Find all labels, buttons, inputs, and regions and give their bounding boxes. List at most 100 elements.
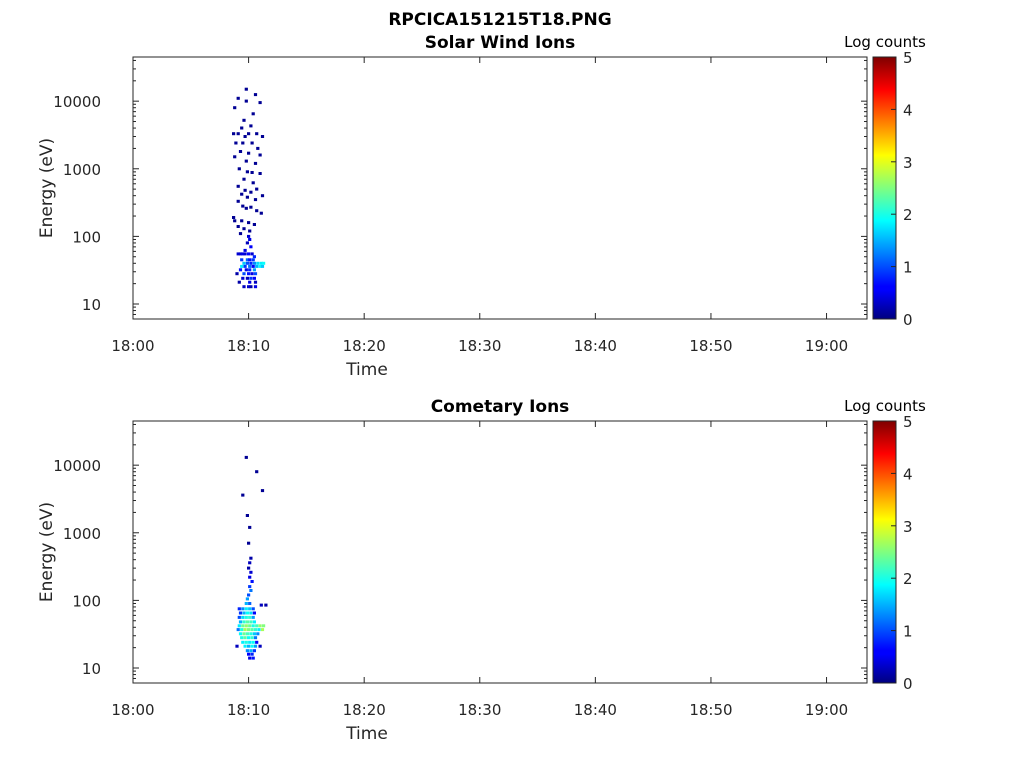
cometary-heatmap-cell [244,640,248,644]
solar-wind-heatmap-cell [238,150,243,153]
cometary-heatmap-cell [237,607,241,611]
solar-wind-heatmap-cell [248,268,252,272]
solar-wind-heatmap-cell [253,198,258,202]
solar-wind-heatmap-cell [250,252,254,256]
solar-wind-heatmap-cell [247,285,251,289]
solar-wind-heatmap-cell [247,221,251,225]
solar-wind-heatmap-cell [256,146,260,150]
solar-wind-panel-title: Solar Wind Ions [425,33,576,53]
cometary-heatmap-cell [251,607,255,611]
solar-wind-heatmap-cell [258,101,262,105]
cometary-colorbar-tick-label: 0 [903,675,913,693]
solar-wind-heatmap-cell [248,258,252,262]
cometary-heatmap-cell [244,624,248,628]
cometary-heatmap-cell [250,580,254,583]
cometary-heatmap-cell [238,632,243,636]
solar-wind-heatmap-cell [243,252,247,256]
cometary-heatmap-cell [241,624,245,628]
page-title: RPCICA151215T18.PNG [388,10,611,30]
solar-wind-heatmap-cell [251,264,255,268]
solar-wind-heatmap-cell [238,252,243,256]
cometary-heatmap-cell [244,615,248,619]
solar-wind-heatmap-cell [260,264,265,268]
cometary-heatmap-cell [259,603,263,607]
solar-wind-heatmap-cell [249,124,253,128]
solar-wind-heatmap-cell [243,135,247,138]
solar-wind-x-tick-label: 18:00 [111,337,154,355]
solar-wind-heatmap-cell [250,171,254,174]
cometary-panel: Cometary Ions 18:00 18:10 18:20 18:30 18:40 18… [37,397,926,744]
cometary-heatmap-cell [255,640,259,644]
solar-wind-heatmap-cell [241,252,245,256]
solar-wind-heatmap-cell [253,285,258,289]
cometary-heatmap-cell [245,649,249,653]
solar-wind-heatmap-cell [256,261,260,265]
solar-wind-heatmap-cell [247,252,251,256]
solar-wind-heatmap-cell [244,87,248,91]
solar-wind-heatmap-cell [251,112,255,116]
cometary-heatmap-cell [250,636,254,640]
solar-wind-heatmap-cell [242,177,246,181]
cometary-heatmap-cell [241,493,245,497]
solar-wind-heatmap-cell [242,261,246,265]
solar-wind-heatmap-cell [242,285,246,289]
solar-wind-heatmap-cell [250,141,254,145]
solar-wind-heatmap-cell [240,258,244,262]
solar-wind-x-axis-label: Time [345,360,388,380]
cometary-heatmap-cell [249,649,253,653]
cometary-heatmap-cell [249,611,253,615]
solar-wind-heatmap-cell [237,280,241,284]
cometary-heatmap-cell [260,489,265,493]
cometary-heatmap-cell [249,556,253,560]
solar-wind-heatmap-cell [245,241,249,245]
cometary-heatmap-cell [264,603,268,607]
solar-wind-heatmap-cell [248,264,252,268]
solar-wind-heatmap-cell [252,276,256,280]
cometary-colorbar-tick-label: 4 [903,465,913,483]
cometary-heatmap-cell [237,624,241,628]
cometary-heatmap-cell [247,593,251,597]
cometary-heatmap-cell [253,644,258,648]
cometary-heatmap-cell [251,640,255,644]
solar-wind-heatmap-cell [258,172,262,175]
cometary-heatmap-cell [249,570,253,574]
solar-wind-x-tick-label: 19:00 [805,337,848,355]
solar-wind-heatmap-cell [245,261,249,265]
solar-wind-heatmap-cell [232,132,236,136]
cometary-heatmap-cell [253,628,258,632]
cometary-heatmap-cell [249,589,253,592]
solar-wind-heatmap-cell [241,276,245,280]
cometary-heatmap-cell [252,620,256,624]
solar-wind-heatmap-cell [242,272,246,276]
cometary-y-tick-label: 1000 [63,525,101,543]
solar-wind-heatmap-cell [240,264,244,268]
cometary-heatmap-cell [248,640,252,644]
cometary-heatmap-cell [252,649,256,653]
solar-wind-heatmap-cell [237,167,241,171]
cometary-heatmap-cell [252,632,256,636]
cometary-heatmap-cell [248,602,252,605]
cometary-colorbar [872,420,897,684]
solar-wind-heatmap-cell [253,272,258,276]
solar-wind-heatmap-cell [253,280,258,284]
cometary-x-tick-label: 18:00 [111,701,154,719]
cometary-heatmap-cell [235,644,239,648]
cometary-heatmap-cell [242,620,246,624]
solar-wind-heatmap-cell [245,258,249,262]
cometary-heatmap-cell [242,632,246,636]
solar-wind-heatmap-cell [243,248,247,252]
cometary-y-tick-label: 100 [72,592,101,610]
solar-wind-heatmap-cell [242,118,246,122]
solar-wind-heatmap-cell [243,264,247,268]
solar-wind-heatmap-cell [251,181,255,185]
solar-wind-heatmap-cell [251,258,255,262]
cometary-heatmap-cell [249,620,253,624]
cometary-x-tick-label: 18:30 [458,701,501,719]
solar-wind-heatmap-cell [236,184,240,188]
solar-wind-colorbar-tick-label: 0 [903,311,913,329]
solar-wind-heatmap-cell [248,229,252,233]
cometary-heatmap-cell [251,656,255,660]
solar-wind-heatmap-cell [252,261,256,265]
solar-wind-heatmap-cell [233,106,237,110]
